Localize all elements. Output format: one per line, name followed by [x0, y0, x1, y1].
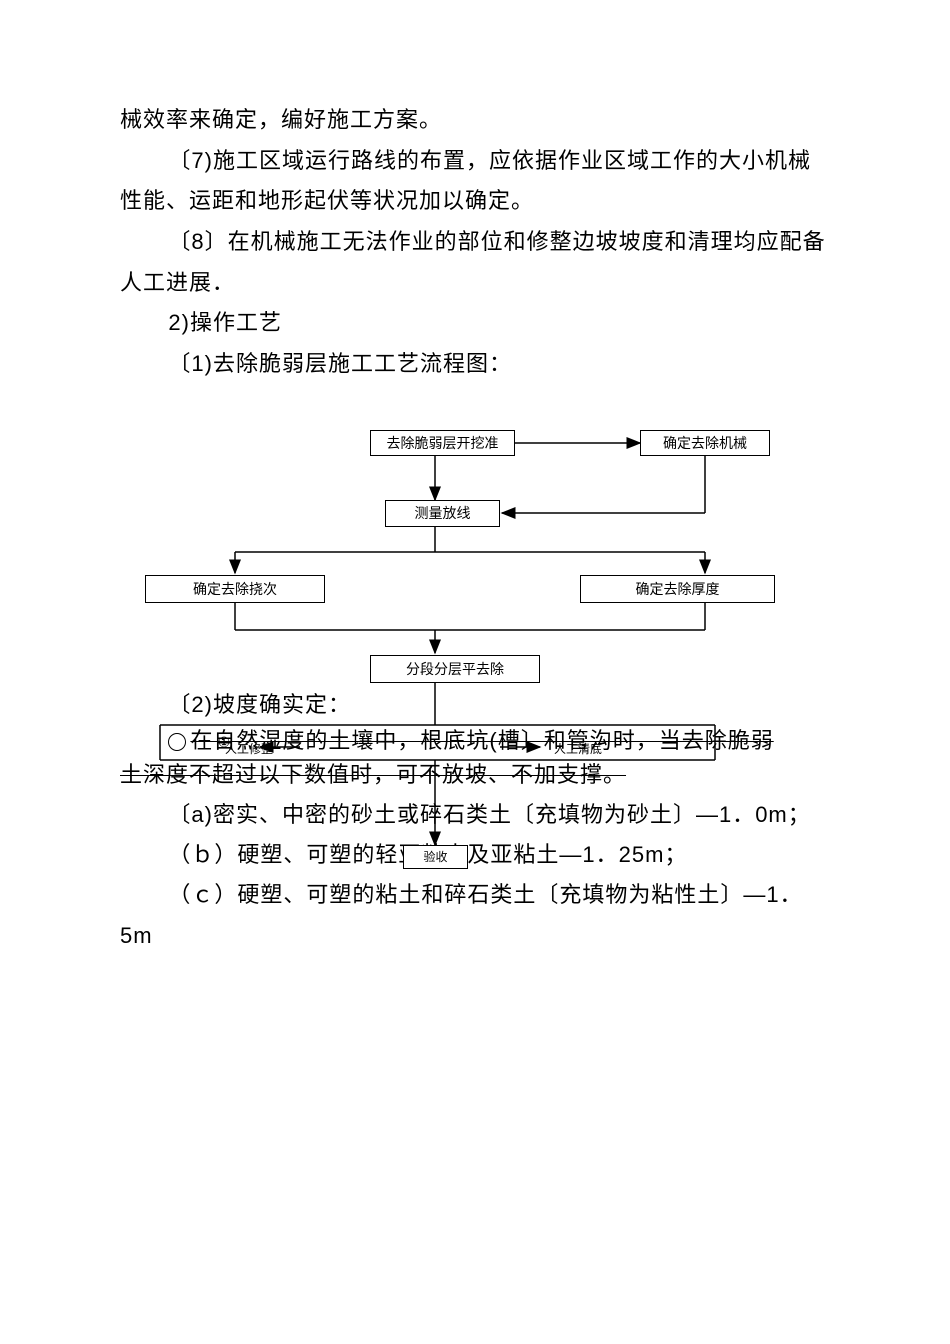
node-start: 去除脆弱层开挖准: [370, 430, 515, 456]
paragraph-6: 〔2)坡度确实定：: [120, 685, 830, 726]
paragraph-4: 2)操作工艺: [120, 303, 830, 344]
paragraph-9: 〔a)密实、中密的砂土或碎石类土〔充填物为砂土〕—1．0m；: [120, 795, 830, 836]
node-survey: 测量放线: [385, 500, 500, 527]
node-layer: 分段分层平去除: [370, 655, 540, 683]
paragraph-7-text: 在自然湿度的土壤中，根底坑(槽〕和管沟时，当去除脆弱: [190, 728, 773, 753]
paragraph-2: 〔7)施工区域运行路线的布置，应依据作业区域工作的大小机械性能、运距和地形起伏等…: [120, 141, 830, 222]
paragraph-1: 械效率来确定，编好施工方案。: [120, 100, 830, 141]
paragraph-5: 〔1)去除脆弱层施工工艺流程图：: [120, 344, 830, 385]
paragraph-8-text: 土深度不超过以下数值时，可不放坡、不加支撑。: [120, 762, 626, 787]
node-machine: 确定去除机械: [640, 430, 770, 456]
node-sequence: 确定去除挠次: [145, 575, 325, 603]
paragraph-3: 〔8〕在机械施工无法作业的部位和修整边坡坡度和清理均应配备人工进展．: [120, 222, 830, 303]
flowchart: 去除脆弱层开挖准 确定去除机械 测量放线 确定去除挠次 确定去除厚度 分段分层平…: [120, 425, 830, 905]
marker-circled-1: ①: [168, 733, 186, 751]
node-accept: 验收: [403, 845, 468, 869]
node-thickness: 确定去除厚度: [580, 575, 775, 603]
paragraph-10: （ｂ）硬塑、可塑的轻亚粘土及亚粘土—1．25m；: [120, 835, 830, 876]
paragraph-11: （ｃ）硬塑、可塑的粘土和碎石类土〔充填物为粘性土〕—1．5m: [120, 875, 830, 956]
paragraph-8: 土深度不超过以下数值时，可不放坡、不加支撑。: [120, 755, 830, 796]
